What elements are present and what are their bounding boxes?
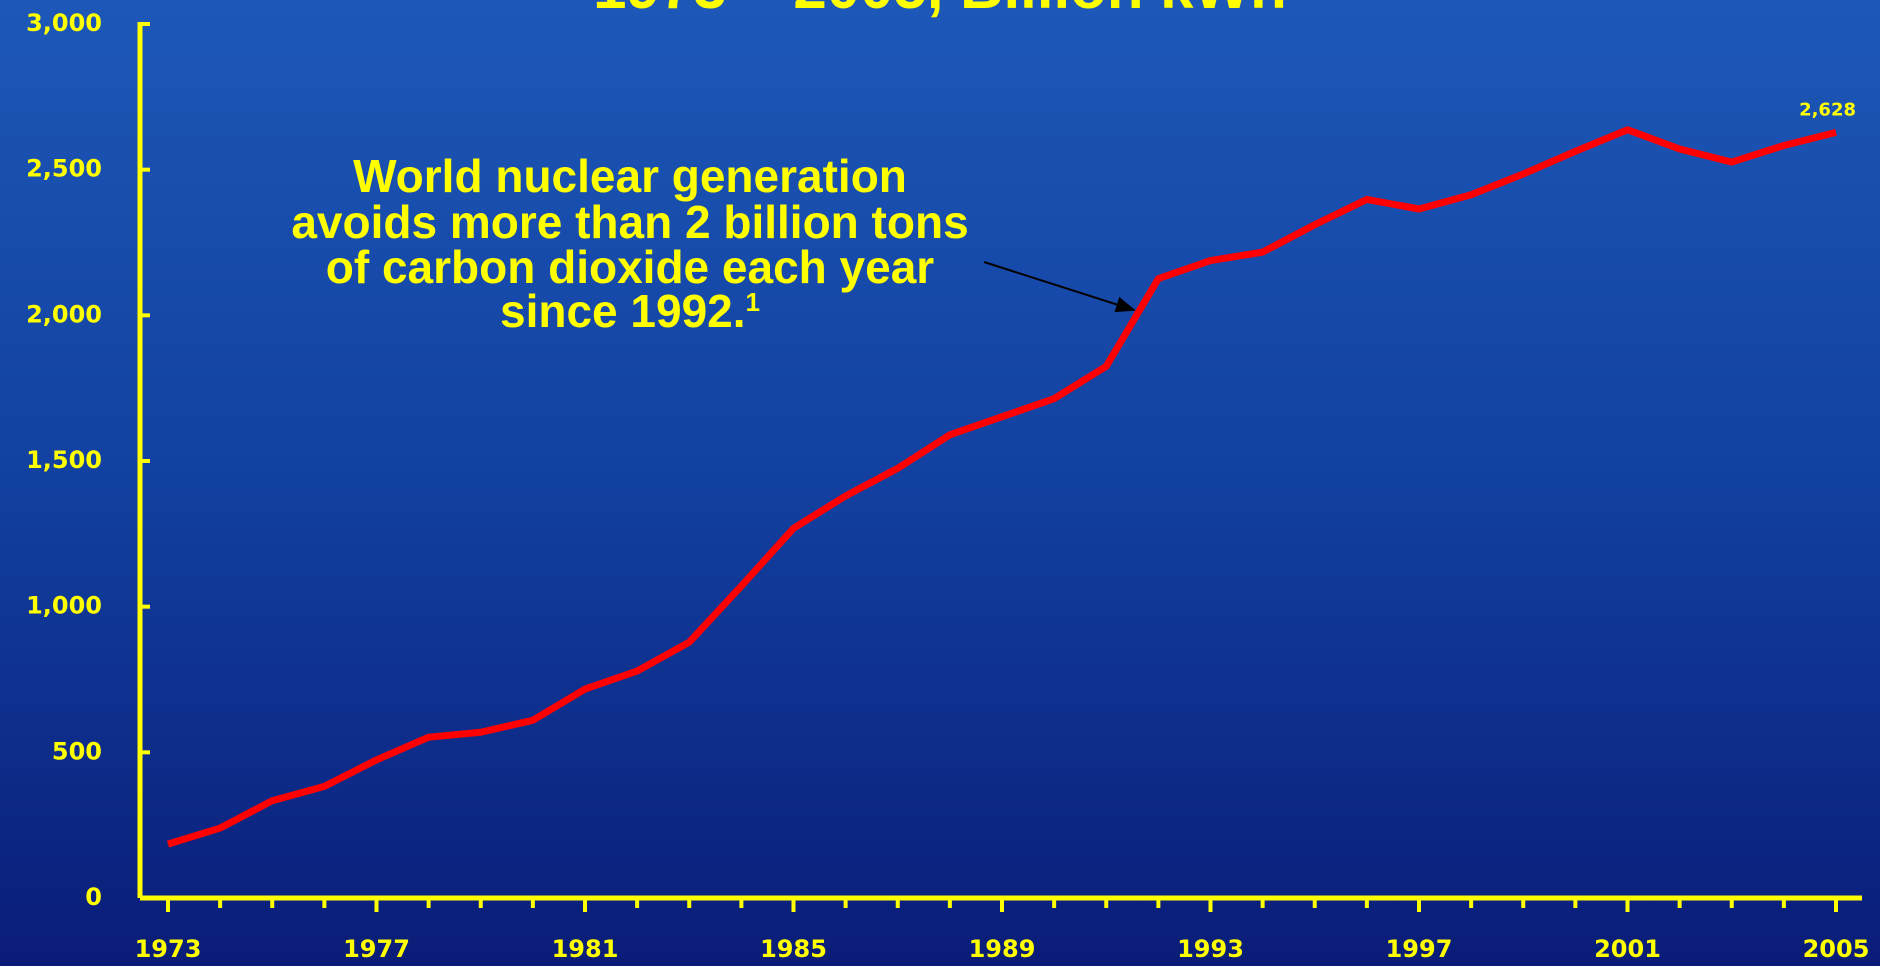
x-tick-label: 2001 <box>1594 935 1661 963</box>
annotation-line: avoids more than 2 billion tons <box>291 196 968 248</box>
annotation-line: since 1992.1 <box>500 285 760 337</box>
footnote-marker: 1 <box>746 287 760 317</box>
y-tick-label: 500 <box>52 737 102 765</box>
x-tick-label: 1973 <box>135 935 202 963</box>
x-tick-label: 1981 <box>552 935 619 963</box>
y-tick-label: 0 <box>85 883 102 911</box>
x-tick-label: 1997 <box>1386 935 1453 963</box>
x-tick-label: 1989 <box>969 935 1036 963</box>
x-tick-label: 2005 <box>1803 935 1870 963</box>
chart-title: 1973 – 2005, Billion kWh <box>593 0 1287 21</box>
x-tick-label: 1977 <box>343 935 410 963</box>
x-tick-label: 1985 <box>760 935 827 963</box>
y-tick-label: 2,000 <box>26 300 102 328</box>
y-tick-label: 2,500 <box>26 155 102 183</box>
y-tick-label: 1,500 <box>26 446 102 474</box>
y-tick-label: 3,000 <box>26 9 102 37</box>
annotation-arrow <box>983 261 1136 313</box>
data-line <box>166 126 1837 848</box>
annotation-line: of carbon dioxide each year <box>326 241 935 293</box>
value-label: 2,628 <box>1799 99 1856 120</box>
y-tick-label: 1,000 <box>26 592 102 620</box>
annotation-line: World nuclear generation <box>353 150 907 202</box>
x-tick-label: 1993 <box>1177 935 1244 963</box>
